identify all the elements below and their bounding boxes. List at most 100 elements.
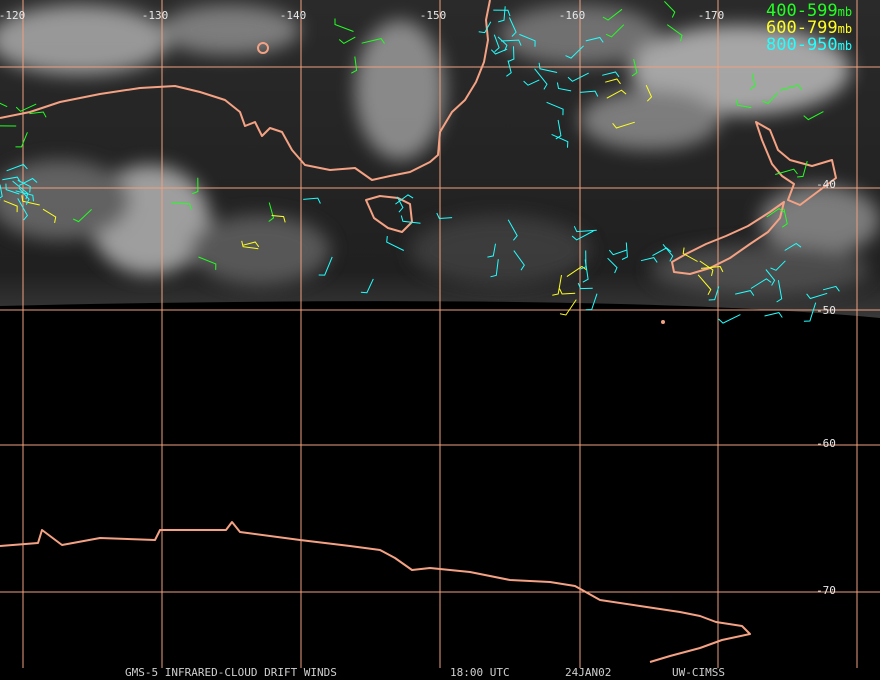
wind-barb <box>749 73 756 90</box>
wind-barb <box>508 17 517 37</box>
wind-barb <box>17 179 31 193</box>
latitude-labels: -40 -50 -60 -70 <box>816 178 836 597</box>
wind-barb <box>781 208 788 228</box>
wind-barb <box>605 24 625 38</box>
wind-barb <box>501 39 522 46</box>
latitude-label: -40 <box>816 178 836 191</box>
legend-entry: 600-799mb <box>766 18 852 38</box>
wind-barb <box>697 274 712 296</box>
wind-barb <box>784 242 802 251</box>
longitude-label: -160 <box>559 9 586 22</box>
longitude-label: -150 <box>420 9 447 22</box>
wind-barb <box>718 314 741 324</box>
date: 24JAN02 <box>565 666 611 679</box>
island <box>257 42 269 54</box>
wind-barb <box>493 9 511 17</box>
wind-barb <box>577 282 593 290</box>
wind-barb <box>566 265 588 278</box>
wind-barb <box>487 243 496 258</box>
wind-barb <box>6 163 28 172</box>
wind-barb <box>29 111 47 118</box>
wind-barb <box>666 24 683 42</box>
wind-barb <box>699 260 714 277</box>
wind-barb <box>602 71 620 78</box>
wind-barb <box>555 119 562 140</box>
wind-barb <box>0 102 8 108</box>
longitude-label: -120 <box>0 9 25 22</box>
wind-barb <box>360 278 374 294</box>
wind-barb <box>395 194 414 205</box>
wind-barb <box>602 8 623 21</box>
wind-barb <box>571 230 594 241</box>
wind-barb <box>803 111 824 121</box>
wind-barb <box>241 240 259 250</box>
wind-barb <box>396 196 404 213</box>
wind-barb <box>478 21 492 34</box>
wind-barb <box>513 250 525 271</box>
wind-barb <box>498 6 506 23</box>
wind-barb <box>764 312 783 318</box>
wind-barb <box>15 132 28 148</box>
legend-unit: mb <box>838 22 852 36</box>
wind-barb <box>507 219 518 241</box>
wind-barb <box>750 278 772 289</box>
wind-barb <box>766 207 785 218</box>
legend-unit: mb <box>838 39 852 53</box>
island <box>661 320 665 324</box>
wind-barb <box>552 275 562 296</box>
wind-barb <box>822 285 840 292</box>
source: UW-CIMSS <box>672 666 725 679</box>
wind-barb <box>497 36 508 52</box>
wind-barb <box>701 265 724 273</box>
wind-barb <box>559 299 577 316</box>
wind-barb <box>559 288 576 295</box>
wind-barb <box>645 84 653 102</box>
legend-entry: 800-950mb <box>766 35 852 55</box>
wind-barb <box>682 247 698 262</box>
wind-barb <box>508 46 515 62</box>
wind-barb <box>534 68 548 90</box>
nz-north-island <box>755 121 837 206</box>
wind-barb <box>386 236 405 251</box>
wind-barb <box>797 160 808 178</box>
wind-barb <box>708 286 720 301</box>
wind-barb <box>15 190 34 202</box>
wind-barb <box>171 202 192 210</box>
wind-barb <box>268 202 275 222</box>
wind-barb <box>765 269 776 286</box>
wind-barb <box>652 247 672 257</box>
nz-south-island <box>671 201 785 275</box>
longitude-label: -130 <box>142 9 169 22</box>
wind-barb <box>318 256 333 276</box>
wind-barb <box>506 60 512 77</box>
wind-barb <box>664 1 676 18</box>
wind-barb <box>42 208 57 223</box>
wind-barb <box>400 215 421 224</box>
wind-barb <box>0 125 17 127</box>
wind-barb <box>192 177 199 195</box>
legend-range: 400-599 <box>766 1 838 21</box>
wind-barb <box>546 101 564 116</box>
wind-barb <box>0 184 3 199</box>
latitude-label: -70 <box>816 584 836 597</box>
wind-barb <box>565 45 584 59</box>
wind-barb <box>631 58 638 77</box>
wind-barb <box>776 280 783 303</box>
wind-barb <box>762 92 779 104</box>
wind-barb <box>303 197 321 204</box>
wind-barb <box>15 103 37 112</box>
footer: GMS-5 INFRARED-CLOUD DRIFT WINDS 18:00 U… <box>125 666 725 679</box>
wind-barb <box>3 200 18 213</box>
legend-range: 600-799 <box>766 18 838 38</box>
wind-barb <box>493 34 500 53</box>
time: 18:00 UTC <box>450 666 510 679</box>
antarctica-coast <box>0 521 751 663</box>
longitude-label: -140 <box>280 9 307 22</box>
legend-range: 800-950 <box>766 35 838 55</box>
latitude-label: -50 <box>816 304 836 317</box>
wind-barb <box>198 256 217 270</box>
wind-barb <box>770 260 786 271</box>
